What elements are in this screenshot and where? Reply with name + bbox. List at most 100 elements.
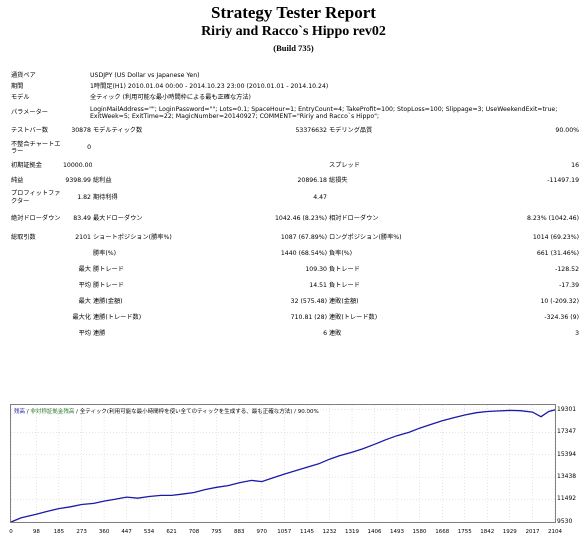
x-tick-label: 1232 [322, 529, 337, 535]
maxconsp-win-value: 710.81 (28) [290, 314, 327, 322]
spread-label: スプレッド [329, 162, 360, 170]
y-tick-label: 11492 [557, 495, 577, 503]
pair-value: USDJPY (US Dollar vs Japanese Yen) [90, 71, 200, 79]
x-tick-label: 1145 [300, 529, 315, 535]
largest-loss-value: -128.52 [555, 266, 580, 274]
x-tick-label: 534 [143, 529, 155, 535]
legend-sep: / [292, 409, 298, 415]
maxcons-loss-value: 10 (-209.32) [540, 298, 580, 306]
maxdd-value: 1042.46 (8.23%) [274, 214, 327, 222]
x-tick-label: 1929 [502, 529, 517, 535]
short-value: 1087 (67.89%) [280, 233, 327, 241]
x-tick-label: 970 [256, 529, 268, 535]
quality-label: モデリング品質 [329, 126, 373, 134]
avg-win-label: 勝トレード [93, 282, 124, 290]
params-label: パラメーター [11, 109, 48, 117]
avgcons-label: 平均 [78, 330, 91, 338]
y-tick-label: 13438 [557, 473, 577, 481]
maxcons-label: 最大 [78, 298, 91, 306]
avgcons-loss-value: 3 [575, 330, 580, 338]
model-value: 全ティック (利用可能な最小時間枠による最も正確な方法) [90, 93, 251, 101]
x-tick-label: 360 [98, 529, 110, 535]
chart-legend: 残高 / 非対称証拠金残高 / 全ティック(利用可能な最小時間枠を使い全てのティ… [14, 407, 319, 415]
absdd-label: 絶対ドローダウン [11, 214, 61, 222]
absdd-value: 83.49 [73, 214, 91, 222]
avg-win-value: 14.51 [309, 282, 327, 290]
avgcons-win-label: 連勝 [93, 330, 106, 338]
legend-equity: 非対称証拠金残高 [30, 409, 75, 415]
x-tick-label: 1842 [480, 529, 495, 535]
period-value: 1時間足(H1) 2010.01.04 00:00 - 2014.10.23 2… [90, 82, 329, 90]
x-tick-label: 273 [76, 529, 87, 535]
largest-win-value: 109.30 [305, 266, 327, 274]
x-tick-label: 883 [234, 529, 245, 535]
pf-value: 1.82 [77, 193, 91, 201]
lossrate-label: 負率(%) [329, 250, 353, 258]
x-tick-label: 1493 [390, 529, 405, 535]
short-label: ショートポジション(勝率%) [93, 233, 172, 241]
reldd-value: 8.23% (1042.46) [526, 214, 580, 222]
params-value: LoginMailAddress=""; LoginPassword=""; L… [90, 105, 558, 121]
x-tick-label: 2104 [548, 529, 562, 535]
maxconsp-win-label: 連勝(トレード数) [93, 314, 142, 322]
legend-quality: 90.00% [297, 409, 319, 415]
largest-loss-label: 負トレード [329, 266, 360, 274]
balance-series-line [11, 409, 555, 522]
x-tick-label: 708 [188, 529, 200, 535]
legend-sep: / [25, 409, 31, 415]
pair-label: 通貨ペア [11, 71, 36, 79]
y-tick-label: 17347 [557, 428, 577, 436]
x-tick-label: 1580 [412, 529, 427, 535]
ticks-label: モデルティック数 [93, 126, 143, 134]
x-tick-label: 98 [32, 529, 40, 535]
netprofit-label: 純益 [11, 176, 24, 184]
pf-label: プロフィットファクター [11, 190, 61, 205]
mismatch-label: 不整合チャートエラー [11, 140, 61, 156]
spread-value: 16 [571, 162, 580, 170]
period-label: 期間 [11, 82, 24, 90]
reldd-label: 相対ドローダウン [329, 214, 379, 222]
quality-value: 90.00% [555, 126, 580, 134]
bars-value: 30878 [71, 126, 91, 134]
model-label: モデル [11, 93, 30, 101]
long-value: 1014 (69.23%) [532, 233, 580, 241]
avg-label: 平均 [78, 282, 91, 290]
x-tick-label: 447 [121, 529, 132, 535]
long-label: ロングポジション(勝率%) [329, 233, 402, 241]
largest-win-label: 勝トレード [93, 266, 124, 274]
netprofit-value: 9398.99 [65, 176, 91, 184]
lossrate-value: 661 (31.46%) [536, 250, 580, 258]
ticks-value: 53376632 [295, 126, 328, 134]
maxconsp-label: 最大化 [72, 314, 91, 322]
maxcons-loss-label: 連敗(金額) [329, 298, 359, 306]
x-tick-label: 2017 [525, 529, 540, 535]
winrate-value: 1440 (68.54%) [280, 250, 327, 258]
winrate-label: 勝率(%) [93, 250, 117, 258]
balance-chart: 残高 / 非対称証拠金残高 / 全ティック(利用可能な最小時間枠を使い全てのティ… [10, 404, 556, 523]
maxdd-label: 最大ドローダウン [93, 214, 143, 222]
report-title: Strategy Tester Report [211, 3, 376, 22]
maxcons-win-label: 連勝(金額) [93, 298, 123, 306]
avgcons-win-value: 6 [323, 330, 327, 338]
grossprofit-value: 20896.18 [297, 176, 327, 184]
x-tick-label: 1057 [277, 529, 292, 535]
x-tick-label: 1319 [345, 529, 360, 535]
avg-loss-value: -17.39 [559, 282, 580, 290]
deposit-label: 初期証拠金 [11, 162, 42, 170]
x-tick-label: 1406 [367, 529, 382, 535]
report-subtitle: Ririy and Racco`s Hippo rev02 [201, 24, 386, 39]
build-number: (Build 735) [273, 43, 314, 53]
x-tick-label: 0 [9, 529, 13, 535]
trades-label: 総取引数 [11, 233, 36, 241]
maxconsp-loss-value: -324.36 (9) [544, 314, 580, 322]
grossprofit-label: 総利益 [93, 176, 112, 184]
legend-model: 全ティック(利用可能な最小時間枠を使い全てのティックを生成する、最も正確な方法) [79, 409, 293, 415]
grossloss-value: -11497.19 [547, 176, 580, 184]
avgcons-loss-label: 連敗 [329, 330, 342, 338]
largest-label: 最大 [78, 266, 91, 274]
deposit-value: 10000.00 [63, 162, 92, 170]
y-tick-label: 15394 [557, 450, 577, 458]
legend-sep: / [74, 409, 80, 415]
avg-loss-label: 負トレード [329, 282, 360, 290]
y-tick-label: 19301 [557, 405, 577, 413]
